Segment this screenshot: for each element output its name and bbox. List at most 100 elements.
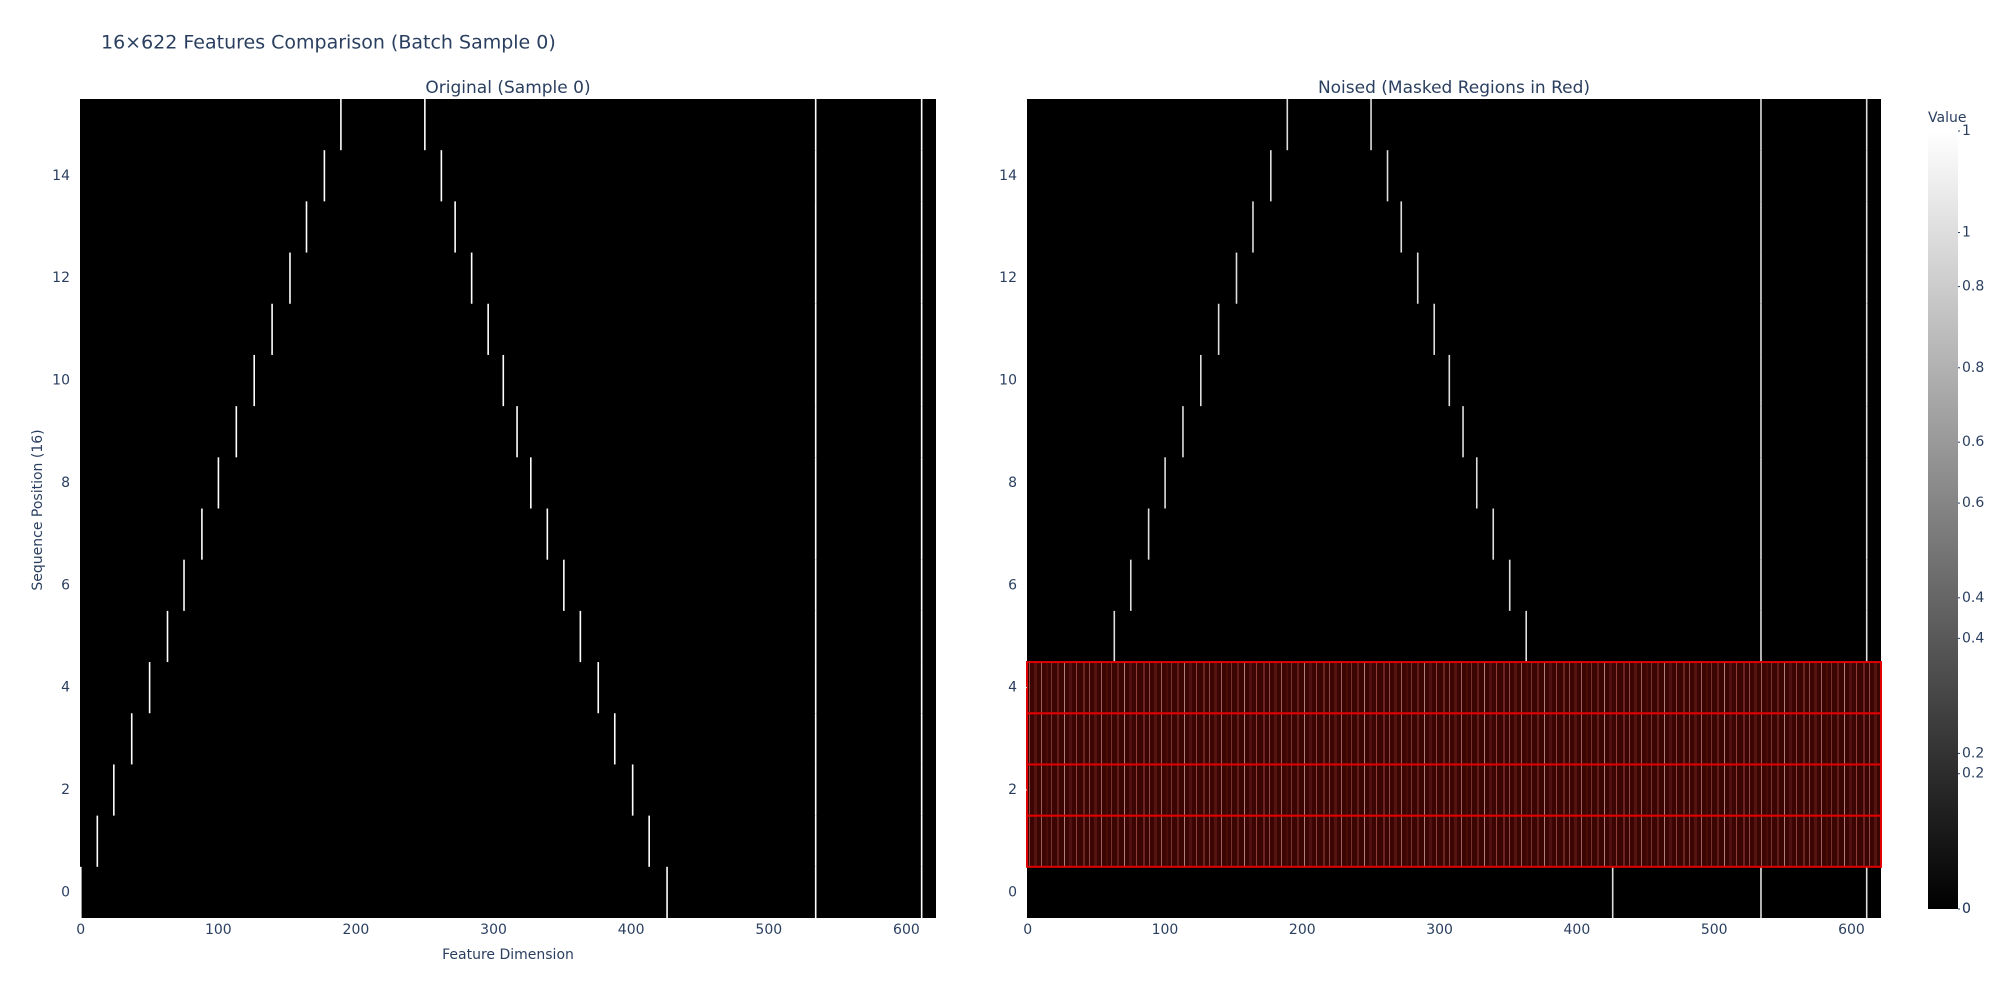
subplot-title: Original (Sample 0): [425, 78, 590, 98]
heatmap-cell: [1147, 508, 1150, 560]
heatmap-cell: [920, 610, 923, 663]
x-tick-label: 600: [893, 922, 920, 938]
heatmap-cell: [1182, 406, 1184, 458]
heatmap-cell: [597, 662, 600, 714]
colorbar-tick-label: 0.4: [1962, 630, 1984, 646]
heatmap-cell: [920, 764, 923, 816]
y-tick-label: 12: [999, 270, 1017, 286]
masked-region: [1026, 661, 1882, 715]
heatmap-cell: [814, 559, 817, 611]
heatmap-cell: [1865, 303, 1868, 355]
heatmap-cell: [1400, 201, 1403, 253]
heatmap-cell: [166, 610, 169, 663]
x-tick-label: 600: [1838, 922, 1865, 938]
x-tick-label: 300: [480, 922, 507, 938]
heatmap-cell: [814, 866, 817, 918]
heatmap-cell: [1865, 354, 1868, 407]
heatmap-cell: [1286, 99, 1289, 151]
heatmap-cell: [666, 866, 668, 918]
heatmap-cell: [113, 764, 115, 816]
heatmap-cell: [1492, 508, 1495, 560]
heatmap-cell: [1865, 150, 1868, 202]
y-tick-label: 12: [52, 270, 70, 286]
heatmap-cell: [1760, 303, 1762, 355]
heatmap-cell: [148, 662, 151, 714]
x-tick-label: 200: [343, 922, 370, 938]
heatmap-cell: [1760, 508, 1762, 560]
y-tick-label: 4: [61, 680, 70, 696]
colorbar-tick-label: 0.6: [1962, 434, 1984, 450]
heatmap-cell: [1760, 99, 1762, 151]
x-tick-label: 100: [205, 922, 232, 938]
heatmap-cell: [814, 457, 817, 509]
heatmap-cell: [253, 354, 256, 407]
x-axis-title: Feature Dimension: [442, 947, 574, 963]
heatmap-cell: [1252, 201, 1254, 253]
heatmap-cell: [1270, 150, 1272, 202]
heatmap-cell: [1865, 406, 1868, 458]
heatmap-cell: [323, 150, 326, 202]
heatmap-cell: [1235, 252, 1238, 304]
heatmap-cell: [1865, 610, 1868, 663]
heatmap-cell: [1475, 457, 1478, 509]
heatmap-cell: [920, 303, 923, 355]
heatmap-cell: [1760, 150, 1762, 202]
heatmap-cell: [920, 252, 923, 304]
y-tick-label: 8: [61, 475, 70, 491]
colorbar-tick-label: 0.6: [1962, 495, 1984, 511]
heatmap-cell: [1760, 252, 1762, 304]
heatmap-cell: [814, 764, 817, 816]
heatmap-cell: [289, 252, 291, 304]
heatmap-cell: [130, 713, 133, 765]
x-tick-label: 0: [76, 922, 85, 938]
heatmap-cell: [920, 406, 923, 458]
heatmap-cell: [454, 201, 456, 253]
masked-region: [1026, 814, 1882, 868]
heatmap-cell: [1462, 406, 1464, 458]
y-tick-label: 14: [999, 168, 1017, 184]
colorbar-tick-label: 0.8: [1962, 279, 1984, 295]
heatmap-cell: [648, 815, 650, 867]
heatmap-cell: [920, 508, 923, 560]
y-axis-title: Sequence Position (16): [30, 429, 46, 590]
heatmap-cell: [1760, 354, 1762, 407]
x-tick-label: 100: [1152, 922, 1179, 938]
heatmap-cell: [96, 815, 99, 867]
heatmap-cell: [1760, 866, 1762, 918]
heatmap-cell: [563, 559, 565, 611]
heatmap-cell: [814, 662, 817, 714]
x-tick-label: 400: [618, 922, 645, 938]
heatmap-cell: [1448, 354, 1451, 407]
heatmap-cell: [920, 201, 923, 253]
colorbar-tick-label: 0.2: [1962, 766, 1984, 782]
heatmap-cell: [1433, 303, 1436, 355]
heatmap-cell: [424, 99, 426, 151]
heatmap-cell: [920, 866, 923, 918]
heatmap-cell: [920, 457, 923, 509]
colorbar-title: Value: [1928, 110, 1966, 126]
heatmap-cell: [920, 354, 923, 407]
heatmap-cell: [305, 201, 308, 253]
heatmap-cell: [217, 457, 220, 509]
colorbar: [1928, 131, 1958, 909]
y-tick-label: 8: [1008, 475, 1017, 491]
heatmap-cell: [1217, 303, 1220, 355]
heatmap-cell: [814, 201, 817, 253]
subplot-title: Noised (Masked Regions in Red): [1318, 78, 1590, 98]
heatmap-cell: [579, 610, 582, 663]
heatmap-cell: [1386, 150, 1389, 202]
heatmap-cell: [530, 457, 532, 509]
x-tick-label: 400: [1564, 922, 1591, 938]
heatmap-cell: [814, 303, 817, 355]
heatmap-cell: [814, 713, 817, 765]
heatmap-cell: [1865, 99, 1868, 151]
heatmap-cell: [613, 713, 616, 765]
heatmap-cell: [546, 508, 549, 560]
heatmap-cell: [1760, 559, 1762, 611]
heatmap-cell: [183, 559, 185, 611]
heatmap-cell: [340, 99, 342, 151]
heatmap-cell: [1199, 354, 1202, 407]
heatmap-cell: [814, 610, 817, 663]
heatmap-cell: [516, 406, 518, 458]
